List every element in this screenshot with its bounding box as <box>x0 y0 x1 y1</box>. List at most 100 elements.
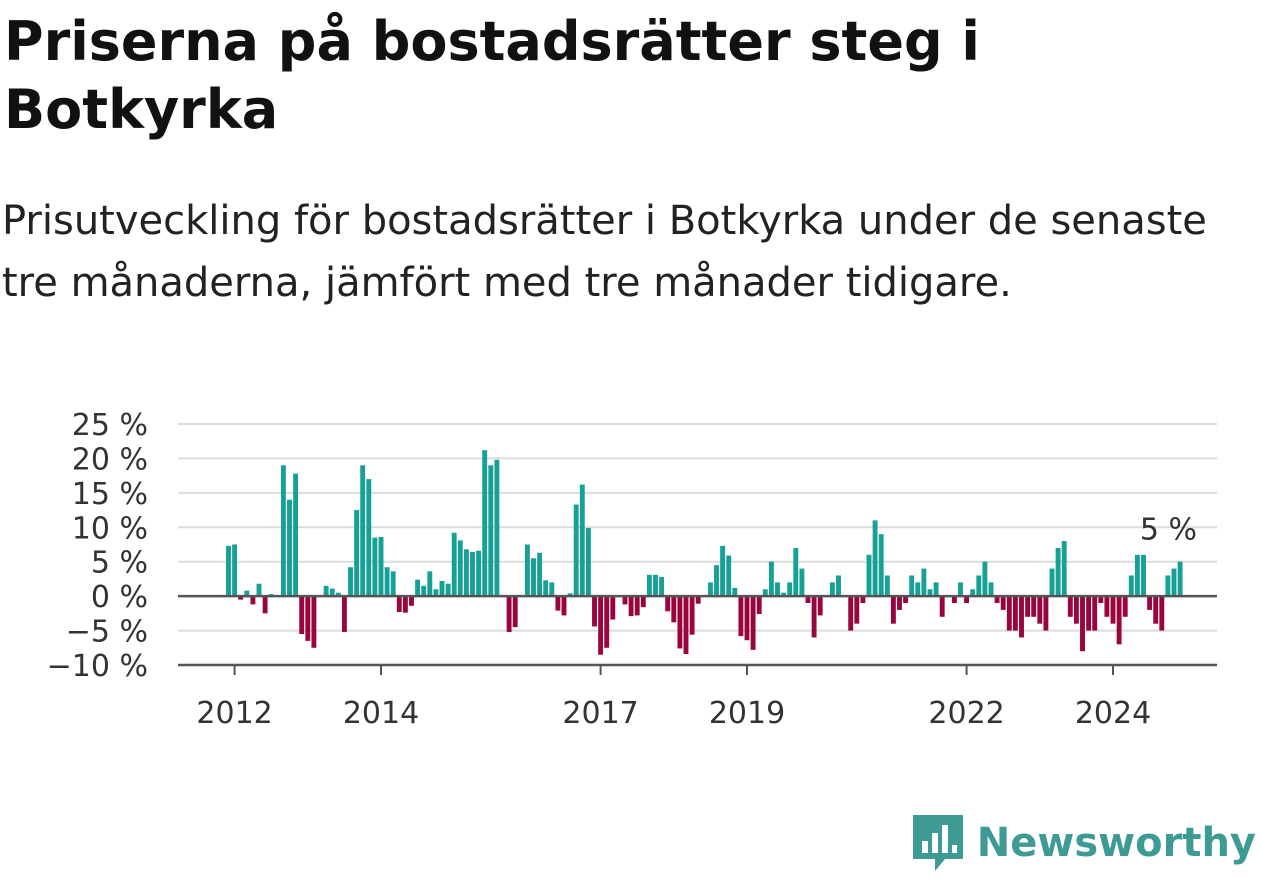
bar <box>982 561 988 597</box>
bar <box>793 547 799 597</box>
bar <box>933 582 939 597</box>
bar <box>695 596 701 604</box>
bar <box>549 582 555 597</box>
bar <box>232 544 238 597</box>
bar <box>921 568 927 597</box>
bar <box>482 450 488 597</box>
bar <box>726 555 732 597</box>
bar <box>561 596 567 616</box>
bar <box>781 592 787 597</box>
bar <box>293 473 299 597</box>
bar <box>897 596 902 610</box>
bar <box>1006 596 1012 631</box>
bar <box>854 596 860 624</box>
bar <box>1165 575 1171 597</box>
bar <box>1025 596 1031 617</box>
bar <box>714 565 719 597</box>
x-tick-label: 2024 <box>1075 696 1151 730</box>
bar <box>829 582 835 597</box>
newsworthy-brand: Newsworthy <box>912 815 1256 871</box>
bar <box>427 571 433 597</box>
bar <box>299 596 305 635</box>
bar <box>1134 554 1140 597</box>
bar <box>1055 547 1061 597</box>
bar <box>433 589 439 597</box>
bar <box>1061 541 1067 597</box>
bar <box>903 596 909 604</box>
bar <box>226 545 231 597</box>
bar <box>1019 596 1024 638</box>
bar <box>256 583 262 597</box>
bar <box>335 592 341 597</box>
bar <box>958 582 963 597</box>
bar <box>610 596 616 620</box>
bar <box>1116 596 1122 645</box>
bar <box>970 589 976 597</box>
bar <box>665 596 671 612</box>
bar <box>421 585 427 597</box>
bar <box>390 571 396 597</box>
bar <box>1147 596 1153 610</box>
bar <box>1031 596 1037 617</box>
bar <box>628 596 634 617</box>
bar <box>280 465 286 597</box>
bar <box>872 520 878 597</box>
bar <box>1153 596 1159 624</box>
bar <box>543 580 549 597</box>
bar <box>915 582 921 597</box>
bar <box>348 567 353 597</box>
bar <box>878 534 884 597</box>
bar <box>494 459 500 597</box>
y-tick-label: −5 % <box>66 615 148 650</box>
bar <box>512 596 518 628</box>
bar <box>311 596 317 648</box>
bar <box>805 596 811 604</box>
bar <box>1098 596 1104 604</box>
bar <box>762 589 768 597</box>
y-tick-label: 10 % <box>72 511 148 546</box>
chart-title: Priserna på bostadsrätter steg i Botkyrk… <box>4 10 980 141</box>
bar <box>360 465 366 597</box>
bar <box>640 596 646 608</box>
bar <box>1086 596 1092 631</box>
bar <box>860 596 866 604</box>
bar <box>598 596 604 655</box>
bar <box>1104 596 1110 617</box>
bar <box>415 579 421 597</box>
bar <box>372 537 378 597</box>
bar <box>799 568 805 597</box>
bar <box>329 588 335 597</box>
bar <box>445 583 451 597</box>
bar <box>866 554 872 597</box>
bar <box>1049 568 1055 597</box>
y-tick-label: 25 % <box>72 408 148 443</box>
bar <box>738 596 744 637</box>
bar <box>1067 596 1073 617</box>
y-tick-label: 5 % <box>91 546 148 581</box>
bar <box>1012 596 1018 631</box>
bar <box>1043 596 1049 631</box>
bar <box>396 596 402 612</box>
bar <box>707 582 713 597</box>
bar <box>470 552 475 597</box>
bar <box>964 596 970 604</box>
bar <box>1171 568 1177 597</box>
x-tick-label: 2022 <box>928 696 1004 730</box>
bar <box>817 596 823 616</box>
bar-chart: 25 %20 %15 %10 %5 %0 %−5 %−10 %2012 2014 2… <box>47 408 1217 730</box>
bar <box>683 596 689 654</box>
bar <box>463 549 469 597</box>
y-tick-label: −10 % <box>47 649 148 684</box>
bar <box>1159 596 1165 631</box>
bar <box>848 596 854 631</box>
bar <box>531 558 536 597</box>
bar <box>646 574 652 597</box>
bar <box>537 552 543 597</box>
x-tick-label: 2012 <box>196 696 272 730</box>
bar <box>836 575 841 597</box>
bar <box>659 576 665 597</box>
bar <box>555 596 561 611</box>
bar <box>476 550 482 597</box>
bar <box>384 567 390 597</box>
bar <box>1000 596 1006 610</box>
